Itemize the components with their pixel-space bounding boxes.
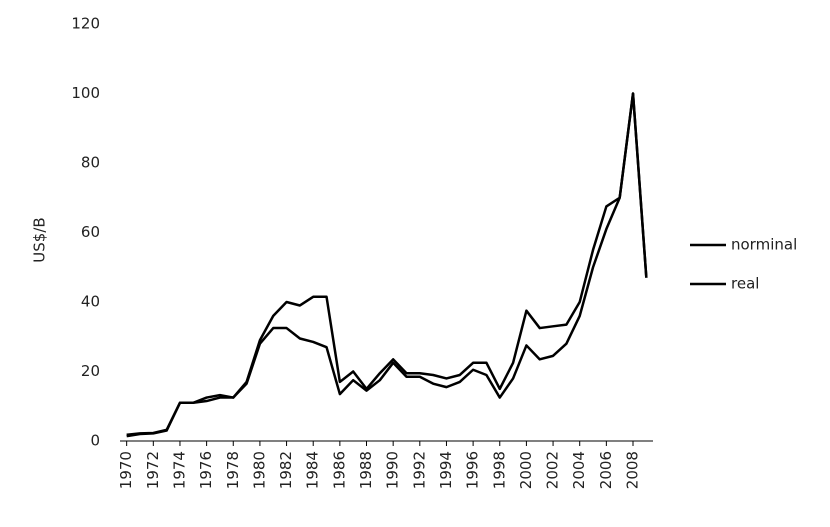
y-tick-label: 20 xyxy=(81,362,100,380)
x-tick-label: 1974 xyxy=(170,451,188,489)
x-tick-label: 1984 xyxy=(304,451,322,489)
x-tick-label: 2002 xyxy=(544,451,562,489)
legend-label: norminal xyxy=(731,236,797,254)
y-tick-label: 120 xyxy=(71,15,100,33)
y-tick-label: 60 xyxy=(81,223,100,241)
x-tick-label: 1986 xyxy=(330,451,348,489)
x-tick-label: 2004 xyxy=(570,451,588,489)
x-tick-label: 1998 xyxy=(490,451,508,489)
x-tick-label: 1972 xyxy=(144,451,162,489)
x-tick-label: 1982 xyxy=(277,451,295,489)
data-line xyxy=(126,92,648,438)
y-tick-label: 0 xyxy=(90,432,100,450)
x-tick-label: 1994 xyxy=(437,451,455,489)
x-tick-label: 1992 xyxy=(410,451,428,489)
x-tick-label: 2000 xyxy=(517,451,535,489)
x-tick-label: 1978 xyxy=(224,451,242,489)
x-tick-label: 2008 xyxy=(624,451,642,489)
y-tick-label: 80 xyxy=(81,154,100,172)
x-tick-label: 1996 xyxy=(464,451,482,489)
y-tick-label: 100 xyxy=(71,84,100,102)
x-tick-label: 1980 xyxy=(250,451,268,489)
data-line xyxy=(126,92,648,436)
y-axis-label: US$/B xyxy=(31,217,49,262)
x-tick-label: 1988 xyxy=(357,451,375,489)
legend-label: real xyxy=(731,275,759,293)
x-tick-label: 1976 xyxy=(197,451,215,489)
x-tick-label: 1990 xyxy=(384,451,402,489)
x-tick-label: 1970 xyxy=(117,451,135,489)
x-tick-label: 2006 xyxy=(597,451,615,489)
y-tick-label: 40 xyxy=(81,293,100,311)
